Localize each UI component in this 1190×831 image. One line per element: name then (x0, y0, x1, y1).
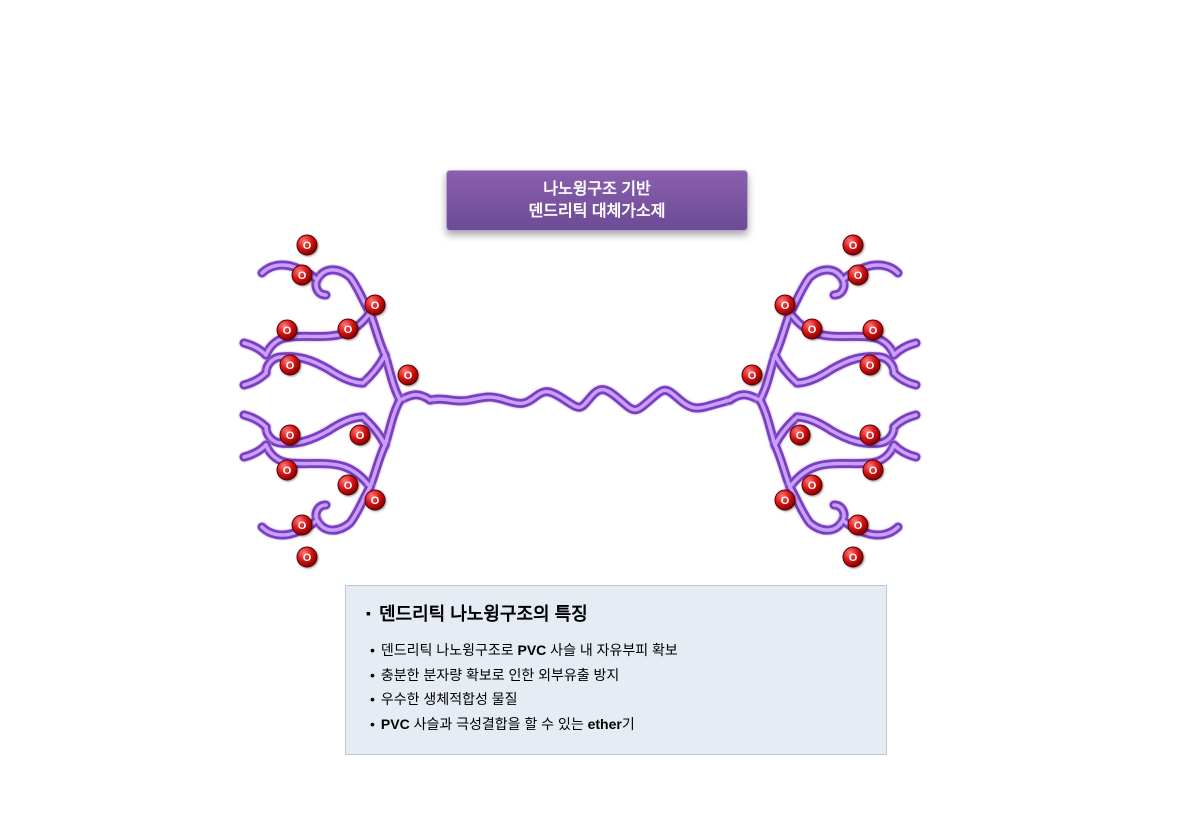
info-title: 덴드리틱 나노윙구조의 특징 (366, 600, 866, 626)
title-line1: 나노윙구조 기반 (543, 181, 651, 198)
oxygen-atom: O (790, 425, 810, 445)
oxygen-atom: O (848, 265, 868, 285)
oxygen-atom: O (350, 425, 370, 445)
svg-text:O: O (866, 430, 875, 442)
oxygen-atom: O (277, 320, 297, 340)
svg-text:O: O (344, 480, 353, 492)
svg-text:O: O (344, 324, 353, 336)
svg-text:O: O (356, 430, 365, 442)
oxygen-atom: O (338, 475, 358, 495)
svg-text:O: O (808, 480, 817, 492)
svg-text:O: O (283, 325, 292, 337)
oxygen-atom: O (863, 460, 883, 480)
info-item: 우수한 생체적합성 물질 (370, 687, 866, 712)
svg-text:O: O (303, 240, 312, 252)
svg-text:O: O (869, 465, 878, 477)
svg-text:O: O (298, 520, 307, 532)
info-box: 덴드리틱 나노윙구조의 특징 덴드리틱 나노윙구조로 PVC 사슬 내 자유부피… (345, 585, 887, 755)
oxygen-atom: O (848, 515, 868, 535)
svg-text:O: O (748, 370, 757, 382)
oxygen-atom: O (775, 295, 795, 315)
oxygen-atom: O (280, 425, 300, 445)
oxygen-atom: O (338, 319, 358, 339)
oxygen-atom: O (365, 490, 385, 510)
oxygen-atom: O (398, 365, 418, 385)
oxygen-atom: O (297, 547, 317, 567)
info-item: 충분한 분자량 확보로 인한 외부유출 방지 (370, 663, 866, 688)
oxygen-atom: O (863, 320, 883, 340)
svg-text:O: O (866, 360, 875, 372)
svg-text:O: O (371, 300, 380, 312)
svg-text:O: O (371, 495, 380, 507)
svg-text:O: O (854, 270, 863, 282)
oxygen-atom: O (292, 265, 312, 285)
title-box: 나노윙구조 기반 덴드리틱 대체가소제 (446, 170, 748, 231)
oxygen-atom: O (280, 355, 300, 375)
svg-text:O: O (808, 324, 817, 336)
oxygen-atom: O (843, 547, 863, 567)
svg-text:O: O (869, 325, 878, 337)
oxygen-atom: O (775, 490, 795, 510)
oxygen-atom: O (277, 460, 297, 480)
oxygen-atom: O (742, 365, 762, 385)
title-line2: 덴드리틱 대체가소제 (529, 203, 666, 220)
info-item: 덴드리틱 나노윙구조로 PVC 사슬 내 자유부피 확보 (370, 638, 866, 663)
oxygen-atom: O (297, 235, 317, 255)
branch-path (790, 270, 844, 313)
svg-text:O: O (796, 430, 805, 442)
svg-text:O: O (303, 552, 312, 564)
oxygen-atom: O (860, 355, 880, 375)
svg-text:O: O (849, 240, 858, 252)
svg-text:O: O (286, 430, 295, 442)
oxygen-atom: O (802, 475, 822, 495)
oxygen-atom: O (860, 425, 880, 445)
svg-text:O: O (781, 495, 790, 507)
svg-text:O: O (404, 370, 413, 382)
svg-text:O: O (298, 270, 307, 282)
svg-text:O: O (781, 300, 790, 312)
oxygen-atom: O (802, 319, 822, 339)
oxygen-atom: O (843, 235, 863, 255)
svg-text:O: O (854, 520, 863, 532)
dendritic-diagram: O O O O O O O O O O O O O O O O O O O O O O O O O O O O (230, 225, 950, 575)
svg-text:O: O (286, 360, 295, 372)
svg-text:O: O (849, 552, 858, 564)
branch-path (316, 270, 370, 313)
svg-text:O: O (283, 465, 292, 477)
info-item: PVC 사슬과 극성결합을 할 수 있는 ether기 (370, 712, 866, 737)
oxygen-atom: O (365, 295, 385, 315)
info-list: 덴드리틱 나노윙구조로 PVC 사슬 내 자유부피 확보충분한 분자량 확보로 … (366, 638, 866, 736)
oxygen-atom: O (292, 515, 312, 535)
